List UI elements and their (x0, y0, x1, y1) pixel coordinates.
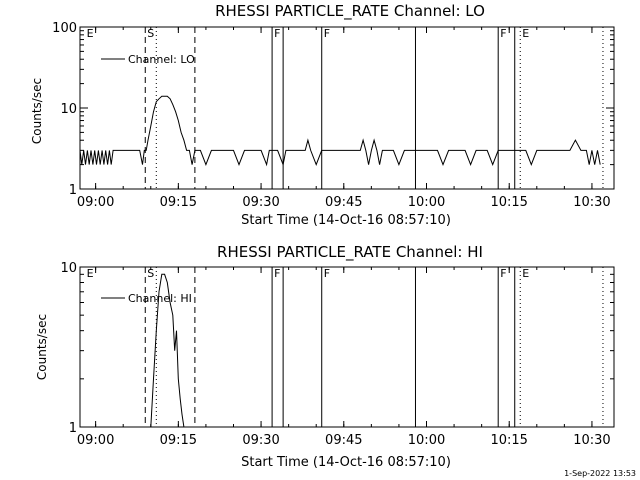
hi-legend-label: Channel: HI (128, 292, 192, 305)
hi-x-tick-label: 10:15 (490, 433, 527, 448)
hi-chart-title: RHESSI PARTICLE_RATE Channel: HI (217, 243, 483, 262)
hi-channel-panel: RHESSI PARTICLE_RATE Channel: HI Counts/… (35, 243, 615, 470)
hi-series-line (150, 273, 185, 428)
lo-y-tick-label: 1 (69, 183, 77, 198)
lo-series-line (79, 95, 601, 167)
hi-x-tick-label: 10:00 (408, 433, 445, 448)
hi-plot-frame (79, 266, 615, 428)
lo-legend-label: Channel: LO (128, 53, 195, 66)
hi-x-tick-label: 09:45 (325, 433, 362, 448)
hi-event-letter: F (324, 267, 330, 280)
hi-event-letter: S (147, 267, 154, 280)
lo-y-axis-label: Counts/sec (30, 78, 44, 144)
hi-event-letter: E (522, 267, 529, 280)
lo-y-tick-label: 100 (52, 21, 77, 36)
lo-chart-title: RHESSI PARTICLE_RATE Channel: LO (215, 2, 485, 21)
lo-event-letter: F (500, 27, 506, 40)
lo-x-tick-label: 10:30 (573, 195, 610, 210)
hi-event-letter: E (87, 267, 94, 280)
hi-y-axis-label: Counts/sec (35, 314, 49, 380)
lo-x-tick-label: 09:45 (325, 195, 362, 210)
lo-plot-frame (79, 26, 615, 190)
lo-event-letter: S (147, 27, 154, 40)
lo-x-tick-label: 09:30 (242, 195, 279, 210)
hi-x-tick-label: 09:00 (77, 433, 114, 448)
lo-x-tick-label: 09:15 (160, 195, 197, 210)
lo-x-tick-label: 09:00 (77, 195, 114, 210)
hi-y-tick-label: 1 (69, 421, 77, 436)
lo-channel-panel: RHESSI PARTICLE_RATE Channel: LO Counts/… (30, 2, 615, 228)
lo-event-letter: F (324, 27, 330, 40)
hi-x-axis-label: Start Time (14-Oct-16 08:57:10) (241, 455, 451, 470)
lo-event-letter: E (522, 27, 529, 40)
hi-x-tick-label: 09:30 (242, 433, 279, 448)
hi-event-letter: F (274, 267, 280, 280)
lo-x-tick-label: 10:00 (408, 195, 445, 210)
lo-event-letter: E (87, 27, 94, 40)
lo-event-letter: F (274, 27, 280, 40)
hi-x-tick-label: 09:15 (160, 433, 197, 448)
date-stamp: 1-Sep-2022 13:53 (564, 469, 636, 478)
lo-x-axis-label: Start Time (14-Oct-16 08:57:10) (241, 213, 451, 228)
lo-y-tick-label: 10 (60, 102, 77, 117)
hi-event-letter: F (500, 267, 506, 280)
hi-y-tick-label: 10 (60, 261, 77, 276)
hi-x-tick-label: 10:30 (573, 433, 610, 448)
lo-x-tick-label: 10:15 (490, 195, 527, 210)
